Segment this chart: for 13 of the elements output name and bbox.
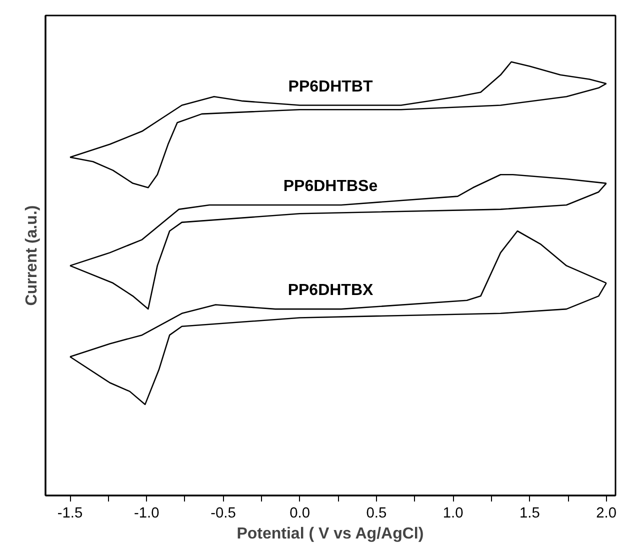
series-label: PP6DHTBSe — [283, 178, 378, 195]
x-tick-label: 1.0 — [442, 506, 464, 522]
x-tick-label: -1.0 — [134, 506, 160, 522]
x-tick-label: 1.5 — [520, 506, 540, 522]
x-axis-title: Potential ( V vs Ag/AgCl) — [236, 526, 424, 542]
y-axis-title: Current (a.u.) — [24, 205, 40, 306]
x-tick-label: 0.5 — [366, 506, 387, 522]
x-tick-label: 0.0 — [290, 506, 310, 522]
x-tick-label: -0.5 — [210, 506, 236, 522]
x-tick-label: 2.0 — [596, 506, 616, 522]
x-tick-label: -1.5 — [57, 506, 83, 522]
series-label: PP6DHTBX — [288, 282, 374, 300]
series-label: PP6DHTBT — [288, 78, 373, 96]
